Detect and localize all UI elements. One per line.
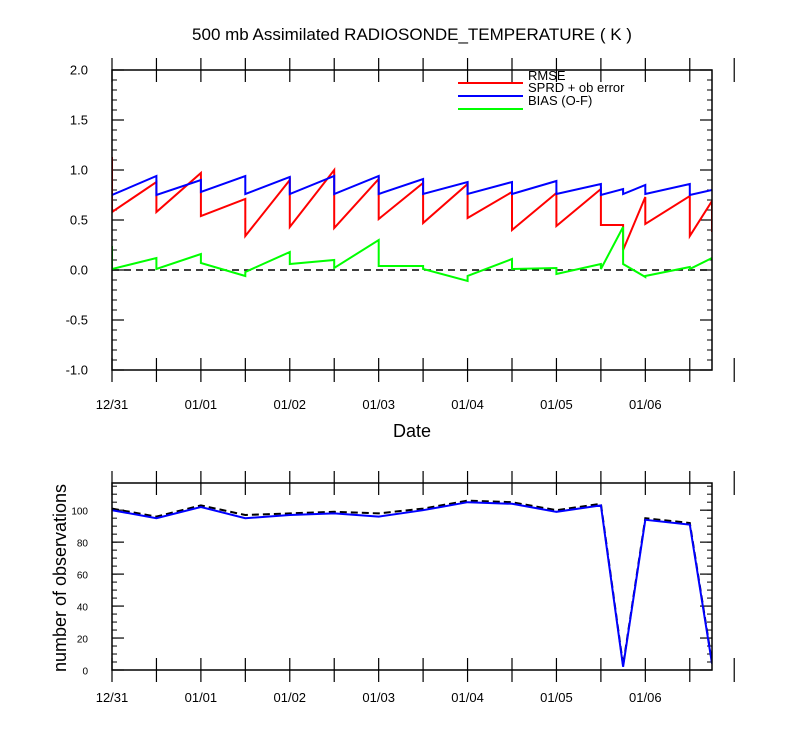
- bottom-y-tick-label: 100: [71, 507, 88, 518]
- top-y-tick-label: -1.0: [66, 363, 88, 378]
- bottom-y-tick-label: 60: [77, 571, 89, 582]
- series-line-bias-o-f: [112, 226, 712, 283]
- top-x-tick-label: 01/03: [362, 397, 395, 412]
- top-x-tick-label: 01/02: [274, 397, 307, 412]
- top-y-tick-label: 1.5: [70, 113, 88, 128]
- top-y-tick-label: 0.0: [70, 263, 88, 278]
- top-x-tick-label: 01/01: [185, 397, 218, 412]
- legend-label: SPRD + ob error: [528, 80, 625, 95]
- top-y-tick-label: 1.0: [70, 163, 88, 178]
- bottom-panel: 0 20 40 60 80 100 12/31 01/01 01/02 01/03 01/04 01/…: [71, 471, 735, 705]
- bottom-x-tick-label: 01/05: [540, 690, 573, 705]
- series-line-possible: [112, 499, 712, 666]
- bottom-y-tick-label: 80: [77, 539, 89, 550]
- bottom-y-tick-label: 0: [82, 667, 88, 678]
- bottom-x-tick-label: 12/31: [96, 690, 129, 705]
- chart-title: 500 mb Assimilated RADIOSONDE_TEMPERATUR…: [192, 25, 632, 44]
- top-x-tick-label: 01/06: [629, 397, 662, 412]
- bottom-y-tick-label: 40: [77, 603, 89, 614]
- series-line-sprd-ob-error: [112, 174, 712, 197]
- bottom-plot-frame: [111, 482, 713, 671]
- series-line-assimilated: [112, 501, 712, 667]
- legend-label: BIAS (O-F): [528, 93, 592, 108]
- bottom-x-tick-label: 01/01: [185, 690, 218, 705]
- top-x-tick-label: 01/05: [540, 397, 573, 412]
- top-x-tick-label: 01/04: [451, 397, 484, 412]
- bottom-x-tick-label: 01/03: [362, 690, 395, 705]
- top-x-tick-label: 12/31: [96, 397, 129, 412]
- bottom-x-tick-label: 01/02: [274, 690, 307, 705]
- top-y-tick-label: -0.5: [66, 313, 88, 328]
- top-panel: -1.0 -0.5 0.0 0.5 1.0 1.5 2.0 12/31 01/01 01/02 01…: [66, 58, 735, 412]
- x-axis-title: Date: [393, 421, 431, 441]
- top-y-tick-label: 2.0: [70, 63, 88, 78]
- top-y-tick-label: 0.5: [70, 213, 88, 228]
- y-axis-title-observations: number of observations: [50, 484, 70, 672]
- bottom-x-tick-label: 01/04: [451, 690, 484, 705]
- series-line-rmse: [112, 157, 712, 251]
- top-plot-frame: [111, 69, 713, 371]
- legend-label: RMSE: [528, 68, 566, 83]
- bottom-y-tick-label: 20: [77, 635, 89, 646]
- bottom-x-tick-label: 01/06: [629, 690, 662, 705]
